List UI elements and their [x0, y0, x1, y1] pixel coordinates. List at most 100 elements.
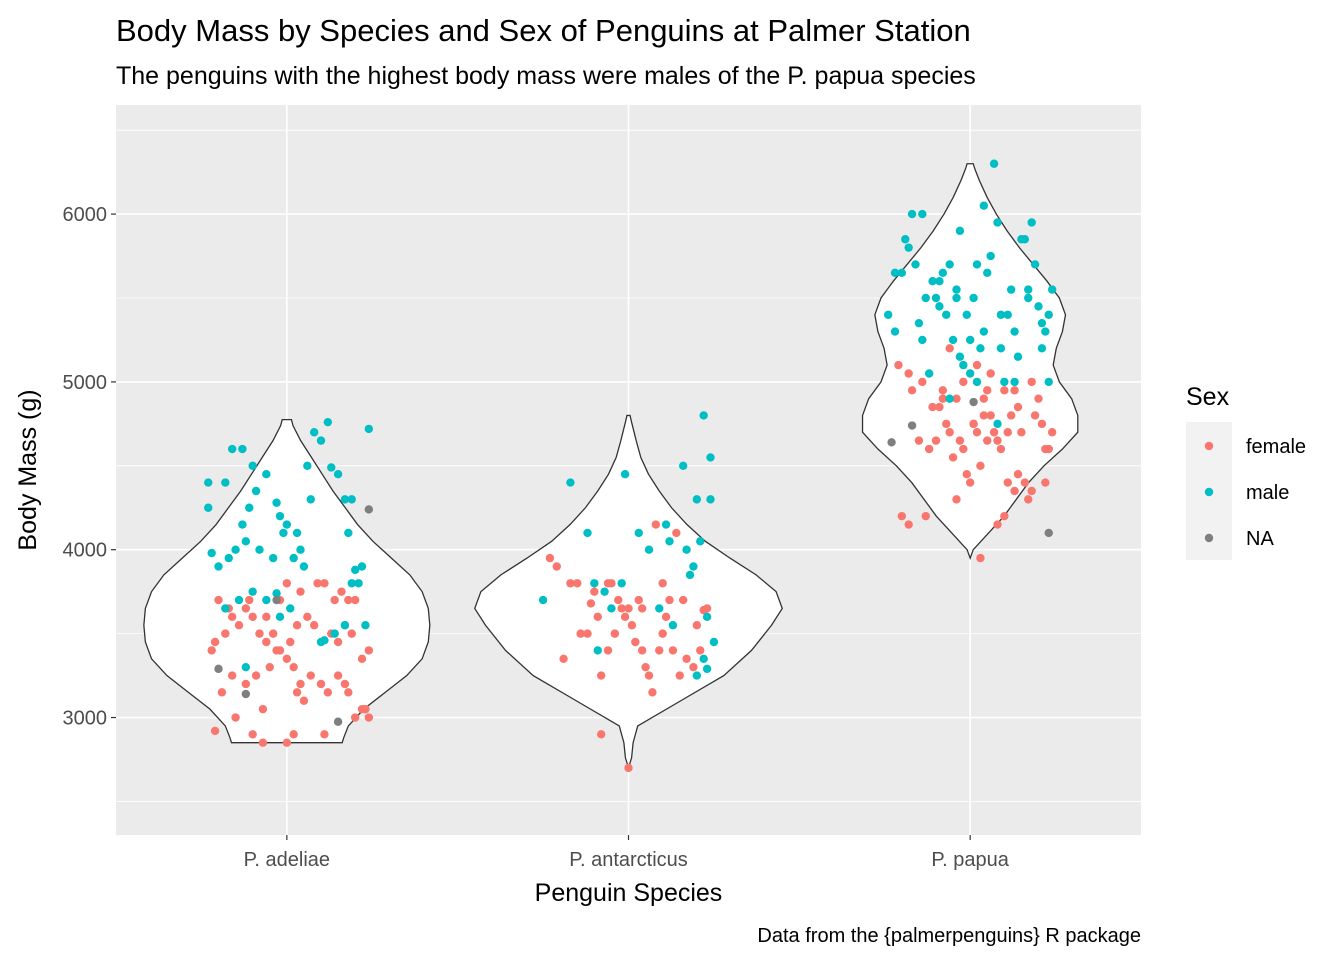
data-point-female	[1041, 444, 1050, 454]
data-point-female	[296, 587, 305, 596]
data-point-female	[904, 520, 913, 529]
data-point-male	[962, 310, 971, 319]
data-point-male	[350, 565, 360, 575]
data-point-male	[996, 310, 1006, 319]
data-point-female	[655, 646, 664, 655]
data-point-female	[262, 612, 271, 622]
data-point-female	[364, 646, 374, 655]
data-point-female	[1041, 478, 1050, 487]
data-point-female	[938, 394, 948, 403]
data-point-male	[689, 562, 698, 571]
data-point-male	[251, 486, 261, 496]
data-point-female	[682, 654, 691, 663]
data-point-female	[928, 402, 937, 412]
data-point-male	[935, 277, 944, 286]
data-point-female	[965, 478, 975, 487]
data-point-female	[952, 394, 961, 403]
data-point-male	[1006, 285, 1016, 294]
data-point-female	[696, 646, 705, 655]
data-point-female	[983, 436, 992, 445]
data-point-female	[1017, 428, 1026, 437]
data-point-female	[627, 621, 637, 630]
data-point-na	[364, 505, 374, 514]
y-axis-ticks: 3000 4000 5000 6000	[63, 204, 116, 730]
data-point-female	[337, 587, 346, 596]
data-point-female	[309, 621, 319, 630]
data-point-female	[1037, 419, 1047, 429]
data-point-female	[972, 360, 982, 370]
data-point-male	[644, 545, 654, 554]
data-point-female	[1000, 511, 1009, 521]
data-point-male	[357, 562, 367, 571]
data-point-female	[658, 629, 667, 638]
data-point-male	[890, 327, 900, 336]
data-point-female	[590, 587, 599, 596]
data-point-female	[658, 579, 667, 588]
data-point-female	[614, 595, 623, 605]
data-point-na	[969, 397, 978, 407]
data-point-female	[675, 671, 684, 680]
data-point-female	[996, 444, 1006, 454]
data-point-female	[631, 637, 640, 647]
legend-title: Sex	[1186, 383, 1230, 411]
data-point-male	[907, 209, 917, 219]
data-point-male	[702, 664, 712, 674]
y-tick-label: 4000	[63, 540, 108, 562]
data-point-male	[607, 604, 616, 613]
data-point-female	[993, 436, 1002, 445]
data-point-na	[333, 717, 343, 726]
data-point-female	[603, 579, 613, 588]
data-point-male	[1010, 327, 1019, 336]
data-point-male	[617, 579, 626, 588]
data-point-female	[972, 428, 982, 437]
y-tick-label: 5000	[63, 372, 108, 394]
data-point-female	[620, 612, 630, 622]
data-point-female	[282, 654, 292, 663]
data-point-male	[282, 520, 292, 529]
data-point-male	[327, 463, 336, 472]
data-point-female	[214, 595, 223, 605]
data-point-male	[330, 629, 339, 638]
data-point-male	[279, 528, 288, 538]
data-point-male	[333, 470, 343, 479]
data-point-na	[1044, 528, 1053, 538]
data-point-female	[596, 730, 606, 739]
data-point-female	[289, 662, 298, 672]
data-point-male	[306, 495, 315, 504]
x-axis-ticks: P. adeliae P. antarcticus P. papua	[244, 835, 1010, 871]
data-point-female	[576, 629, 585, 638]
data-point-male	[989, 159, 999, 168]
data-point-male	[1041, 327, 1050, 336]
data-point-female	[210, 637, 220, 647]
data-point-female	[566, 579, 575, 588]
data-point-female	[364, 713, 374, 722]
data-point-male	[904, 243, 913, 252]
data-point-female	[282, 738, 292, 747]
data-point-female	[573, 579, 582, 588]
data-point-male	[286, 604, 295, 613]
data-point-male	[955, 226, 965, 236]
data-point-male	[207, 548, 216, 558]
data-point-female	[292, 621, 302, 630]
data-point-female	[959, 444, 968, 454]
data-point-male	[706, 495, 715, 504]
data-point-female	[344, 688, 353, 697]
data-point-female	[248, 730, 257, 739]
data-point-female	[1013, 470, 1023, 479]
data-point-female	[924, 444, 934, 454]
data-point-male	[996, 344, 1006, 353]
x-tick-label: P. antarcticus	[569, 849, 688, 871]
data-point-female	[316, 679, 326, 689]
data-point-male	[976, 344, 985, 353]
data-point-male	[699, 411, 708, 420]
data-point-female	[1020, 478, 1030, 487]
data-point-male	[238, 520, 247, 529]
data-point-female	[1006, 411, 1016, 420]
data-point-male	[248, 587, 257, 596]
data-point-male	[1024, 293, 1033, 303]
data-point-male	[979, 201, 989, 210]
data-point-female	[983, 386, 992, 395]
data-point-male	[221, 604, 230, 613]
data-point-male	[952, 285, 961, 294]
data-point-female	[1010, 386, 1019, 395]
